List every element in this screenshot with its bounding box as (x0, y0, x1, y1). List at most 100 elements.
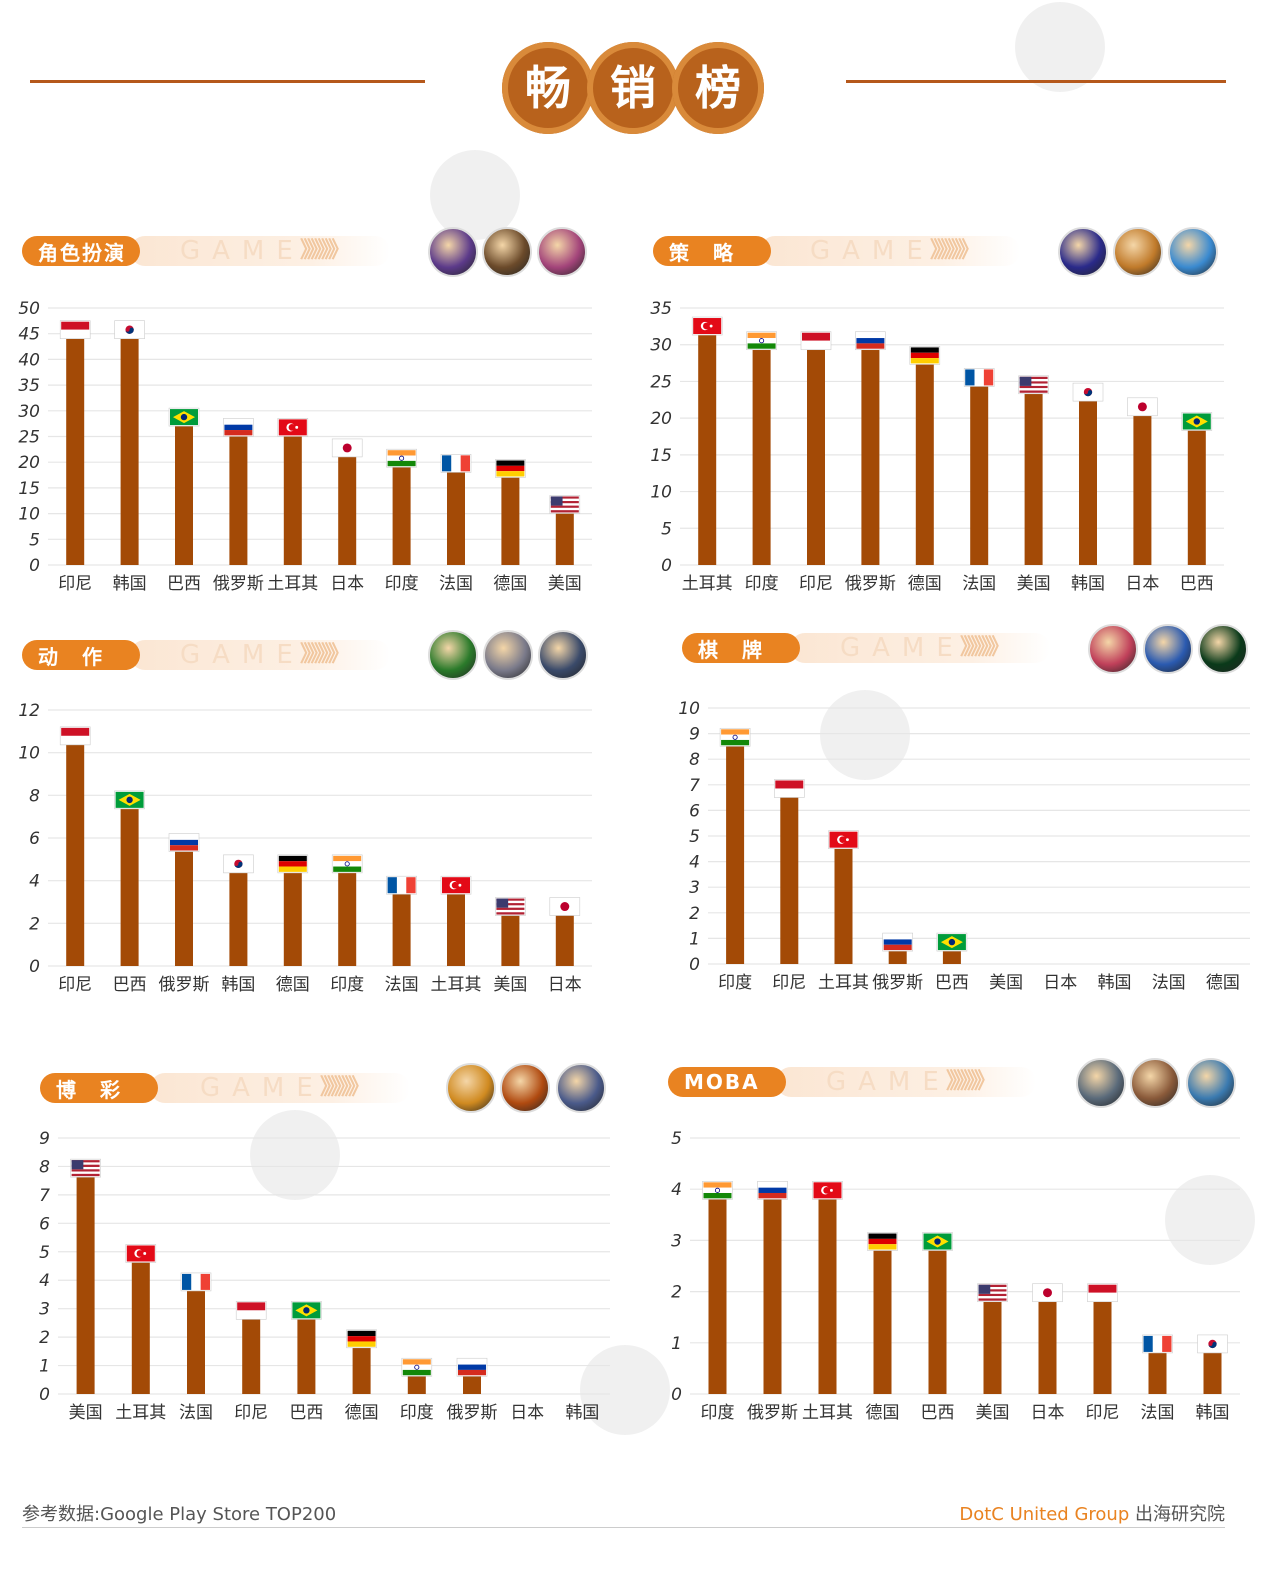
flag-tr-icon (828, 830, 859, 849)
flag-de-icon (277, 854, 309, 874)
x-tick-label: 印度 (400, 1403, 434, 1423)
x-tick-label: 印度 (385, 574, 419, 594)
bar (915, 359, 934, 565)
flag-tr-icon (277, 418, 309, 437)
y-tick-label: 12 (18, 701, 40, 721)
y-tick-label: 2 (689, 904, 700, 924)
y-tick-label: 25 (18, 428, 40, 448)
bar (1187, 425, 1206, 565)
x-tick-label: 印尼 (799, 574, 833, 594)
flag-jp-icon (1127, 397, 1158, 417)
viking-avatar-icon (1113, 227, 1163, 277)
bar (120, 333, 139, 565)
flag-de-icon (909, 346, 941, 365)
x-tick-label: 土耳其 (267, 574, 318, 594)
bar (297, 1314, 316, 1394)
flag-ru-icon (757, 1181, 788, 1200)
bar (1079, 396, 1097, 565)
bar (807, 344, 825, 565)
game-watermark-text: GAME (840, 633, 965, 663)
bar (66, 739, 85, 966)
y-tick-label: 10 (18, 505, 40, 525)
category-label: 策 略 (653, 236, 771, 266)
flag-ru-icon (855, 331, 886, 351)
x-tick-label: 印尼 (234, 1403, 268, 1423)
x-tick-label: 巴西 (1180, 574, 1214, 594)
y-tick-label: 20 (650, 409, 672, 429)
bar (175, 846, 193, 966)
y-tick-label: 0 (29, 957, 40, 977)
x-tick-label: 德国 (345, 1403, 379, 1423)
source-note: 参考数据:Google Play Store TOP200 (22, 1504, 337, 1525)
brand-name: DotC United Group (959, 1504, 1130, 1525)
y-tick-label: 6 (39, 1214, 50, 1234)
flag-us-icon (549, 495, 581, 514)
y-tick-label: 20 (18, 453, 40, 473)
x-tick-label: 美国 (989, 973, 1023, 993)
flag-id-icon (59, 320, 91, 340)
y-tick-label: 9 (689, 725, 700, 745)
chevrons-icon: 》》》》》 (946, 1069, 996, 1094)
x-tick-label: 德国 (908, 574, 942, 594)
y-tick-label: 40 (18, 350, 40, 370)
watermark-logo (580, 1345, 670, 1435)
game-watermark-text: GAME (180, 236, 305, 266)
x-tick-label: 德国 (493, 574, 527, 594)
bar (120, 803, 139, 966)
flag-in-icon (746, 331, 777, 351)
y-tick-label: 7 (39, 1186, 50, 1206)
x-tick-label: 法国 (1152, 973, 1186, 993)
y-tick-label: 2 (39, 1328, 50, 1348)
title-circle: 畅 (502, 42, 594, 134)
y-tick-label: 0 (661, 556, 672, 576)
flag-in-icon (386, 448, 417, 468)
chevrons-icon: 》》》》》 (320, 1075, 370, 1100)
y-tick-label: 15 (18, 479, 40, 499)
y-tick-label: 8 (29, 786, 40, 806)
pubg-avatar-icon (1076, 1058, 1126, 1108)
bar (392, 462, 411, 565)
x-tick-label: 法国 (962, 574, 996, 594)
flag-tr-icon (125, 1244, 157, 1263)
flag-fr-icon (963, 368, 995, 387)
category-ribbon: GAME 》》》》》 (760, 236, 1020, 266)
flag-fr-icon (1142, 1334, 1173, 1354)
bar (983, 1296, 1002, 1394)
y-tick-label: 8 (39, 1157, 50, 1177)
x-tick-label: 韩国 (1071, 574, 1105, 594)
x-tick-label: 印度 (718, 973, 752, 993)
bar (1038, 1296, 1057, 1394)
mage-avatar-icon (1186, 1058, 1236, 1108)
bar (780, 792, 799, 964)
x-tick-label: 土耳其 (682, 574, 733, 594)
king-avatar-icon (1168, 227, 1218, 277)
bar-chart: 0 5 10 15 20 25 30 35 土耳其 印度 印尼 俄罗斯 德国 法国 美国 韩国 日本 巴西 (650, 299, 1224, 594)
flag-in-icon (331, 854, 363, 874)
flag-in-icon (401, 1357, 433, 1377)
bar (1093, 1296, 1112, 1394)
bar (861, 344, 880, 565)
x-tick-label: 德国 (276, 975, 310, 995)
x-tick-label: 巴西 (921, 1403, 955, 1423)
bar (392, 889, 411, 966)
x-tick-label: 法国 (1141, 1403, 1175, 1423)
bar (407, 1371, 426, 1394)
x-tick-label: 俄罗斯 (213, 574, 264, 594)
watermark-logo (430, 150, 520, 240)
category-label: 动 作 (22, 640, 140, 670)
bar-chart: 0 5 10 15 20 25 30 35 40 45 50 印尼 韩国 巴西 俄罗斯 土耳其 日本 印度 法国 德国… (18, 299, 592, 594)
x-tick-label: 印尼 (58, 574, 92, 594)
bar (834, 843, 853, 964)
x-tick-label: 日本 (548, 975, 582, 995)
flag-us-icon (977, 1283, 1008, 1303)
y-tick-label: 2 (29, 914, 40, 934)
x-tick-label: 印度 (745, 574, 779, 594)
anime-girl-avatar-icon (537, 227, 587, 277)
flag-ru-icon (223, 418, 254, 437)
title-circle: 销 (587, 42, 679, 134)
x-tick-label: 巴西 (289, 1403, 323, 1423)
y-tick-label: 30 (650, 336, 672, 356)
bar (352, 1342, 371, 1394)
x-tick-label: 韩国 (221, 975, 255, 995)
y-tick-label: 1 (39, 1357, 50, 1377)
